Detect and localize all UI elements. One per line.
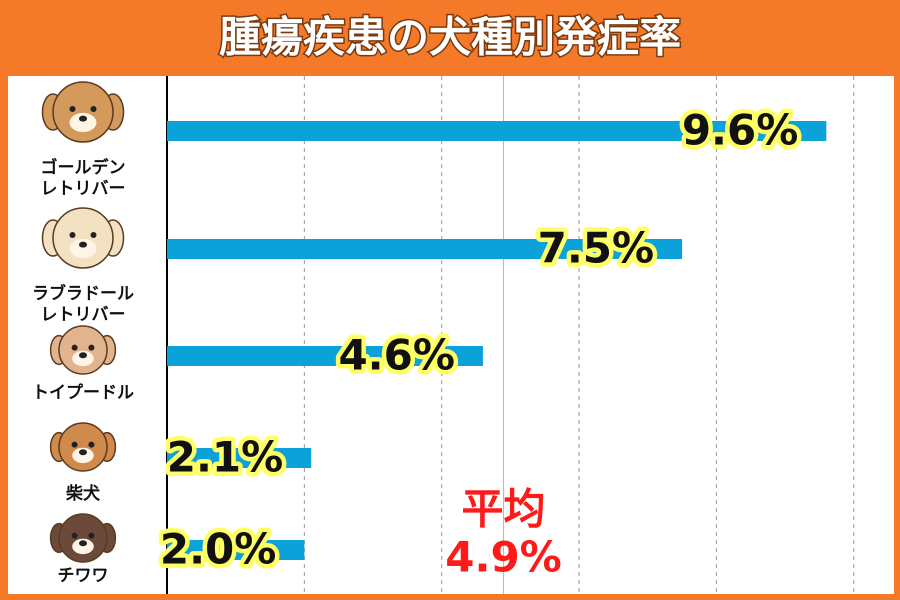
panel [8, 76, 894, 594]
dog-nose [79, 449, 87, 456]
category-label: トイプードル [32, 383, 134, 403]
bar [167, 346, 483, 366]
value-label: 9.6% [682, 106, 798, 155]
dog-eye [69, 232, 76, 238]
dog-eye [90, 106, 97, 112]
dog-face [58, 325, 108, 375]
chart-title: 腫瘍疾患の犬種別発症率 [219, 13, 681, 62]
dog-eye [88, 441, 95, 448]
icons [41, 81, 125, 563]
average-value: 4.9% [445, 533, 561, 582]
category-label: 柴犬 [66, 484, 100, 504]
dog-muzzle [69, 238, 97, 259]
dog-muzzle [72, 350, 94, 367]
dog-face [52, 81, 114, 143]
dog-face [58, 513, 108, 563]
value-label: 2.1% [167, 433, 283, 482]
dog-eye [71, 532, 78, 539]
dog-nose [79, 241, 87, 248]
dog-muzzle [69, 112, 97, 133]
dog-face [58, 422, 108, 472]
value-label: 7.5% [538, 224, 654, 273]
category-label: ラブラドール レトリバー [32, 284, 134, 325]
average-label: 平均 [462, 485, 546, 534]
dog-eye [88, 344, 95, 351]
dog-eye [71, 441, 78, 448]
value-label: 4.6% [338, 331, 454, 380]
category-label: ゴールデン レトリバー [40, 158, 126, 199]
value-label: 2.0% [160, 525, 276, 574]
dog-eye [90, 232, 97, 238]
bar [167, 540, 305, 560]
bar [167, 121, 827, 141]
dog-nose [79, 352, 87, 359]
dog-eye [71, 344, 78, 351]
dog-nose [79, 540, 87, 547]
dog-muzzle [72, 447, 94, 464]
dog-face [52, 207, 114, 269]
dog-eye [88, 532, 95, 539]
category-label: チワワ [57, 566, 109, 586]
dog-muzzle [72, 538, 94, 555]
bar [167, 448, 312, 468]
dog-eye [69, 106, 76, 112]
dog-nose [79, 115, 87, 122]
bar [167, 239, 683, 259]
